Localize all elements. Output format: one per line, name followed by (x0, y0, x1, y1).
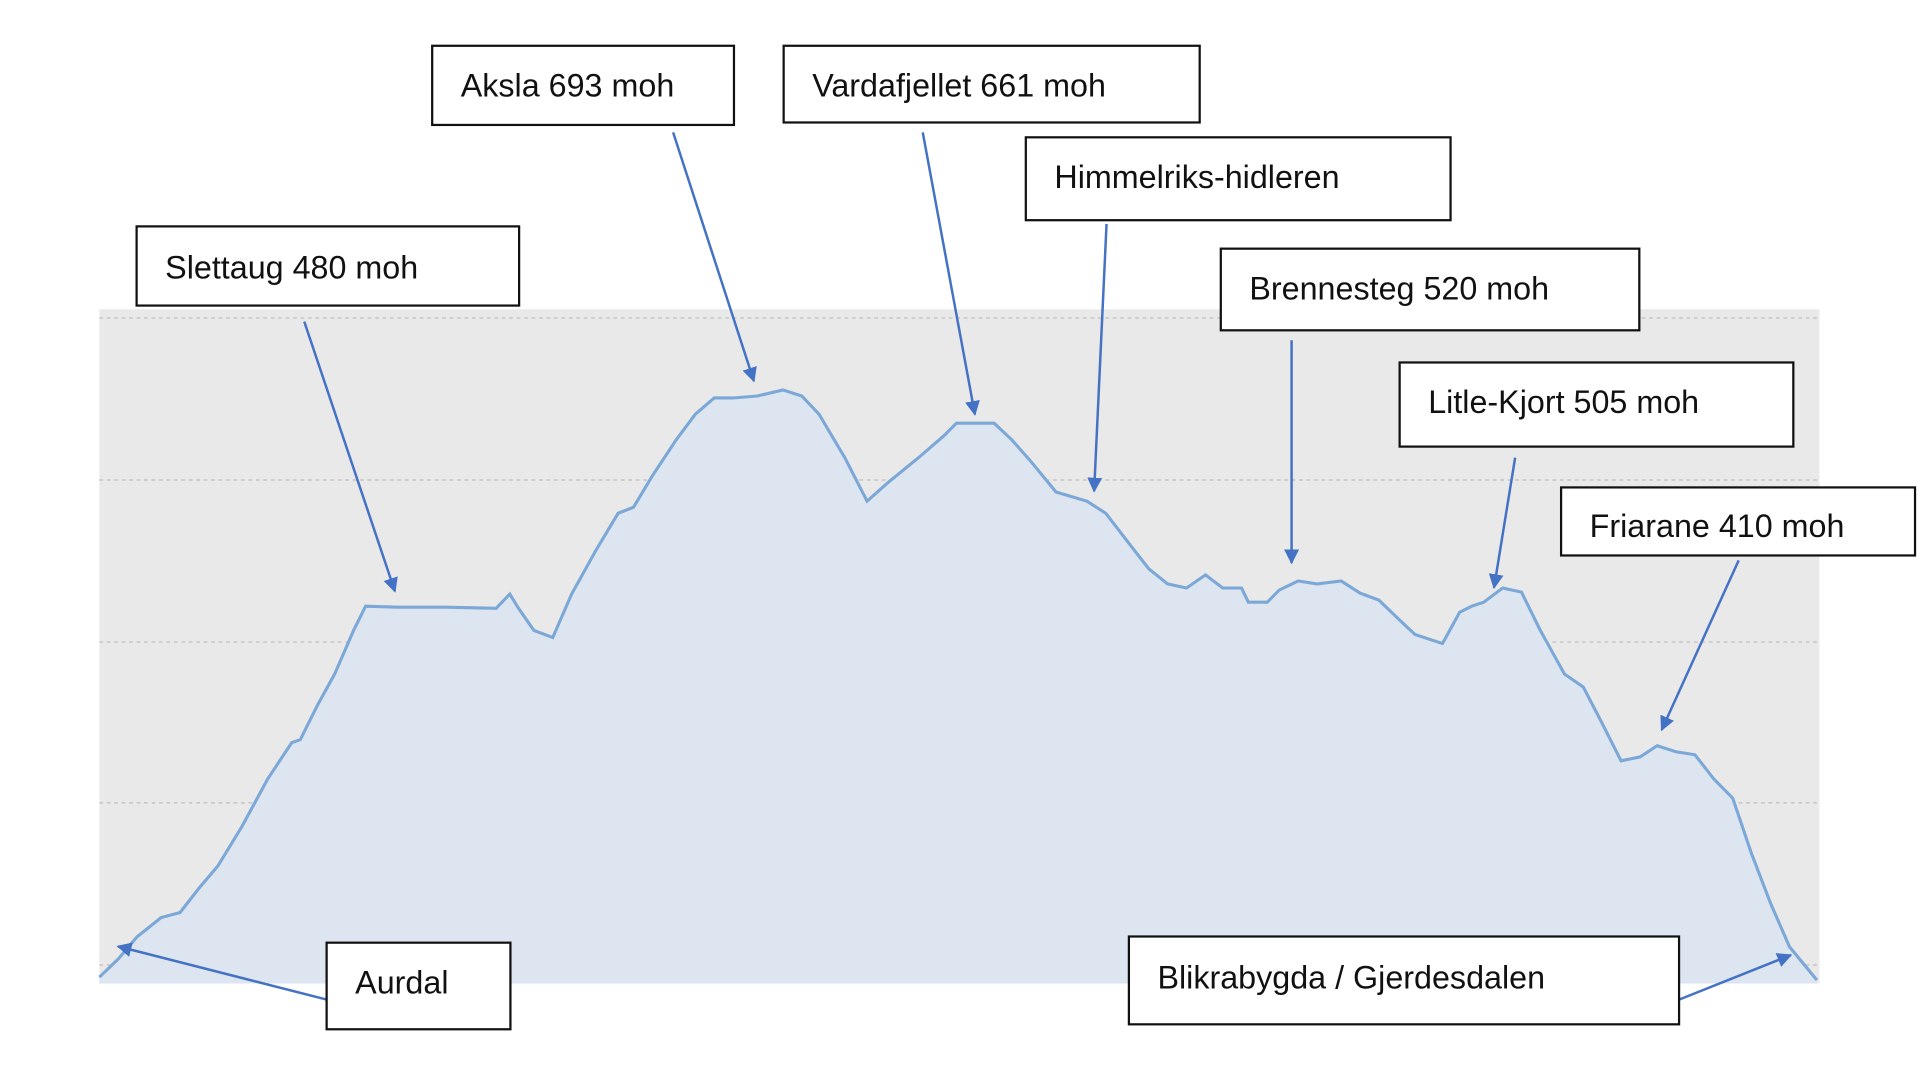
annotation-label: Aurdal (355, 964, 448, 1000)
annotation-1: Aksla 693 moh (431, 44, 757, 383)
annotation-0: Slettaug 480 moh (135, 225, 521, 593)
annotation-box (782, 44, 1201, 124)
annotation-label: Blikrabygda / Gjerdesdalen (1157, 960, 1545, 996)
annotation-arrow (303, 321, 398, 593)
annotation-box (135, 225, 521, 307)
annotation-4: Brennesteg 520 moh (1219, 247, 1641, 565)
annotation-box (1024, 136, 1452, 222)
annotation-box (1559, 486, 1917, 557)
annotation-6: Friarane 410 moh (1559, 486, 1917, 732)
annotation-5: Litle-Kjort 505 moh (1398, 361, 1795, 590)
elevation-area (99, 389, 1817, 984)
annotation-label: Litle-Kjort 505 moh (1428, 384, 1699, 420)
annotation-label: Slettaug 480 moh (165, 249, 418, 285)
annotation-label: Friarane 410 moh (1590, 508, 1845, 544)
annotation-label: Brennesteg 520 moh (1249, 270, 1549, 306)
annotation-label: Himmelriks-hidleren (1054, 159, 1339, 195)
annotation-box (325, 941, 512, 1031)
annotations: Slettaug 480 moh Aksla 693 moh Vardafjelle… (116, 44, 1917, 1031)
annotation-label: Vardafjellet 661 moh (812, 68, 1106, 104)
annotation-3: Himmelriks-hidleren (1024, 136, 1452, 493)
annotation-box (1127, 935, 1681, 1026)
annotation-label: Aksla 693 moh (461, 68, 675, 104)
annotation-2: Vardafjellet 661 moh (782, 44, 1201, 416)
annotation-8: Blikrabygda / Gjerdesdalen (1127, 935, 1793, 1026)
annotation-arrow (921, 132, 980, 416)
elevation-line (98, 388, 1819, 982)
annotation-arrow (1488, 457, 1517, 590)
annotation-7: Aurdal (116, 941, 512, 1031)
annotation-box (1219, 247, 1641, 332)
annotation-arrow (1087, 223, 1108, 493)
annotation-arrow (671, 131, 757, 383)
annotation-arrow (116, 942, 327, 1001)
annotation-box (431, 44, 736, 127)
annotation-arrow (1678, 953, 1793, 1001)
annotation-box (1398, 361, 1795, 448)
annotation-arrow (1660, 559, 1740, 732)
